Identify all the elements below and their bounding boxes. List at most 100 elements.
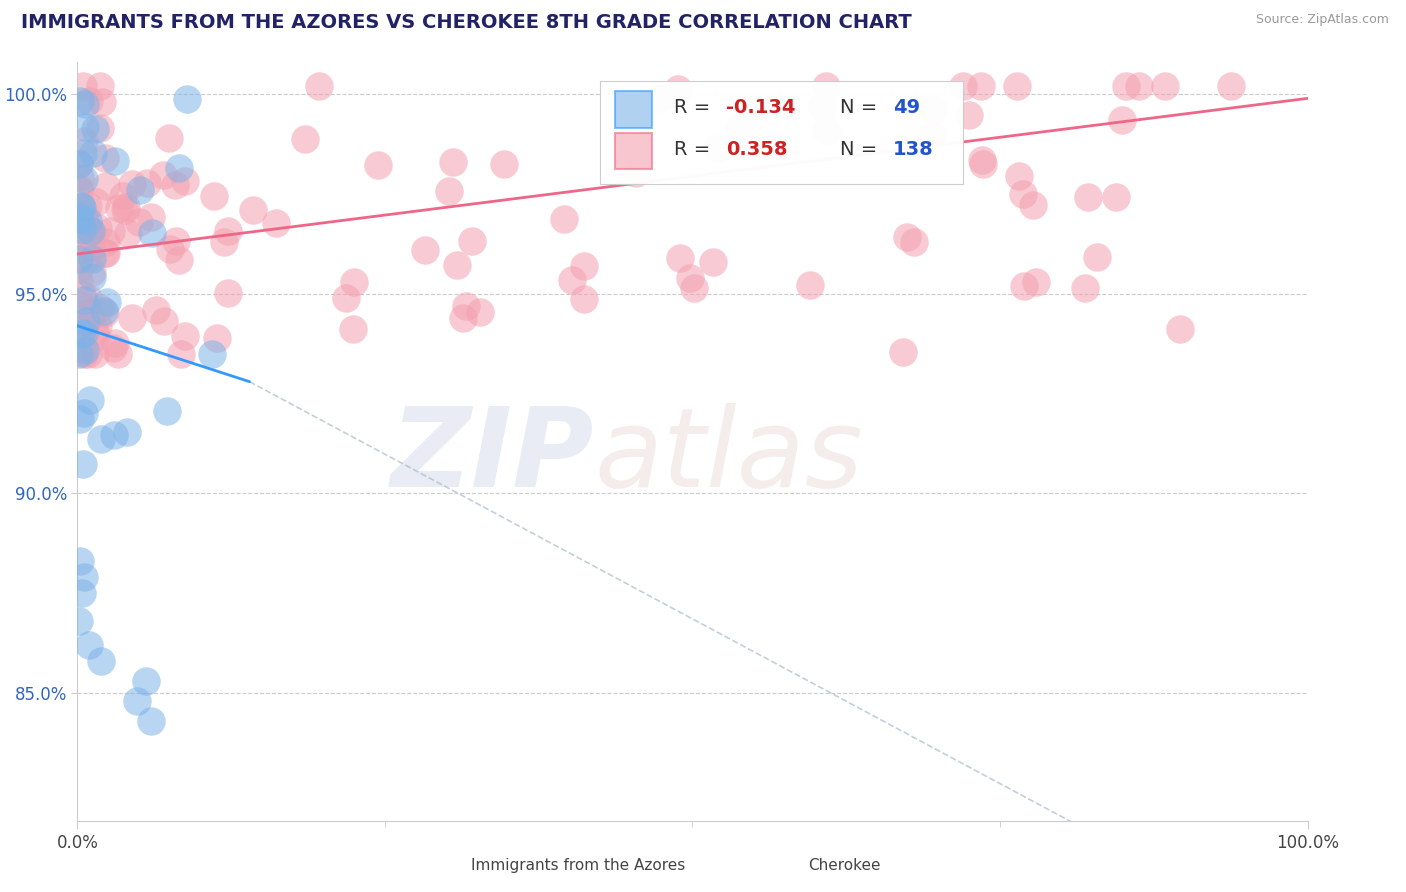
Point: [76, 306, 98, 320]
Point: [159, 242, 181, 256]
Point: [77, 214, 100, 228]
Point: [89, 120, 111, 135]
Point: [115, 425, 138, 439]
Point: [84, 194, 107, 209]
Point: [128, 215, 150, 229]
Point: [1012, 187, 1035, 202]
Point: [73, 172, 96, 186]
Point: [217, 224, 239, 238]
Point: [67, 209, 90, 223]
Point: [70, 286, 93, 301]
Point: [242, 203, 264, 218]
Point: [553, 212, 575, 227]
Point: [666, 82, 689, 96]
Point: [922, 128, 945, 142]
Point: [167, 161, 190, 175]
Text: Cherokee: Cherokee: [808, 858, 880, 873]
Point: [121, 177, 143, 191]
Point: [67, 252, 90, 266]
Point: [165, 178, 187, 192]
Point: [121, 311, 143, 326]
Point: [1168, 322, 1191, 336]
Point: [167, 253, 190, 268]
Point: [94, 245, 117, 260]
Point: [815, 124, 838, 138]
Point: [446, 259, 468, 273]
Point: [343, 275, 366, 289]
Point: [72, 208, 94, 222]
Point: [335, 292, 357, 306]
Point: [342, 322, 364, 336]
Point: [72, 326, 94, 341]
Point: [90, 654, 112, 668]
Point: [73, 213, 96, 227]
Point: [96, 235, 118, 250]
Point: [104, 154, 127, 169]
Point: [69, 412, 91, 426]
Point: [67, 181, 90, 195]
Point: [96, 294, 118, 309]
Point: [73, 343, 96, 358]
Text: 0.358: 0.358: [725, 140, 787, 159]
Point: [84, 329, 107, 343]
Text: R =: R =: [673, 140, 717, 159]
Point: [706, 141, 728, 155]
Point: [453, 311, 475, 326]
Point: [73, 319, 96, 334]
Point: [79, 392, 101, 407]
Point: [135, 176, 157, 190]
Point: [73, 570, 96, 584]
Point: [70, 200, 93, 214]
Point: [94, 178, 117, 193]
Point: [170, 347, 193, 361]
Point: [80, 225, 103, 239]
Point: [202, 189, 225, 203]
Point: [107, 347, 129, 361]
Point: [67, 157, 90, 171]
Point: [69, 554, 91, 568]
Point: [77, 225, 100, 239]
Point: [441, 155, 464, 169]
Point: [80, 252, 103, 266]
Point: [82, 265, 104, 279]
Text: Source: ZipAtlas.com: Source: ZipAtlas.com: [1256, 13, 1389, 27]
Point: [90, 433, 112, 447]
Point: [669, 252, 692, 266]
Point: [212, 235, 235, 249]
Point: [1153, 79, 1175, 94]
Point: [1115, 79, 1137, 94]
Point: [1074, 281, 1097, 295]
Point: [72, 347, 94, 361]
Point: [104, 335, 127, 350]
Point: [76, 252, 98, 266]
Point: [127, 694, 149, 708]
Point: [72, 146, 94, 161]
Point: [152, 168, 174, 182]
Point: [87, 220, 110, 235]
Point: [1104, 189, 1126, 203]
Point: [73, 293, 96, 308]
Point: [115, 200, 138, 214]
Point: [75, 314, 97, 328]
Point: [1025, 276, 1047, 290]
Point: [80, 310, 103, 325]
Point: [90, 95, 112, 109]
Point: [201, 346, 224, 360]
Point: [1111, 113, 1133, 128]
Point: [799, 277, 821, 292]
Point: [108, 201, 131, 215]
Point: [75, 120, 97, 135]
Point: [94, 246, 117, 260]
Point: [67, 228, 90, 243]
Text: R =: R =: [673, 98, 717, 118]
Point: [1008, 169, 1031, 183]
Point: [624, 166, 647, 180]
Point: [84, 122, 107, 136]
FancyBboxPatch shape: [600, 81, 963, 184]
Point: [152, 314, 174, 328]
Point: [112, 189, 135, 203]
Point: [678, 271, 700, 285]
Point: [114, 203, 136, 218]
Point: [67, 155, 90, 169]
Point: [1021, 197, 1043, 211]
